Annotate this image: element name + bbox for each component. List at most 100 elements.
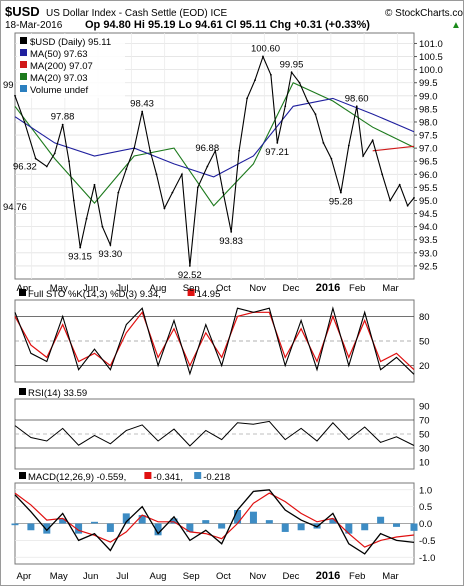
price-annotation: 92.52 bbox=[178, 270, 202, 281]
stochastics-legend-entry: Full STO %K(14,3) %D(3) 9.34, bbox=[28, 289, 161, 300]
ma50-line bbox=[14, 97, 415, 178]
macd-x-tick-label: Dec bbox=[283, 571, 300, 582]
rsi-y-tick-label: 90 bbox=[419, 402, 430, 413]
macd-x-tick-label: Oct bbox=[216, 571, 231, 582]
price-y-tick-label: 93.0 bbox=[419, 248, 438, 259]
price-annotation: 98.60 bbox=[345, 93, 369, 104]
price-legend-swatch bbox=[20, 37, 27, 44]
macd-histogram-bar bbox=[297, 523, 305, 531]
rsi-y-tick-label: 10 bbox=[419, 458, 430, 469]
price-point bbox=[322, 142, 325, 144]
price-annotation: 100.60 bbox=[251, 44, 280, 55]
price-point bbox=[214, 149, 217, 152]
macd-panel: 1.0 0.5 0.0 -0.5 -1.0 MACD(12,26,9) -0.559, -0… bbox=[11, 472, 435, 565]
stochastics-y-tick-label: 50 bbox=[419, 337, 430, 348]
price-point bbox=[398, 183, 401, 186]
price-point bbox=[276, 142, 279, 144]
price-x-tick-label: Nov bbox=[249, 283, 266, 294]
price-point bbox=[155, 173, 158, 176]
chart-date: 18-Mar-2016 bbox=[5, 20, 63, 31]
price-y-tick-label: 94.5 bbox=[419, 209, 438, 220]
price-y-tick-label: 100.5 bbox=[419, 52, 443, 63]
macd-y-tick-label: -1.0 bbox=[419, 553, 435, 564]
macd-histogram-bar bbox=[106, 523, 114, 532]
stochastics-y-tick-label: 80 bbox=[419, 312, 430, 323]
price-point bbox=[246, 97, 248, 100]
price-y-tick-label: 98.0 bbox=[419, 117, 438, 128]
macd-x-tick-label: Aug bbox=[150, 571, 167, 582]
price-point bbox=[85, 217, 88, 220]
price-point bbox=[371, 139, 374, 142]
price-annotation: 93.83 bbox=[219, 236, 243, 247]
price-annotation: 98.43 bbox=[130, 99, 154, 110]
price-y-tick-label: 92.5 bbox=[419, 261, 438, 272]
price-annotation: 97.88 bbox=[51, 112, 75, 123]
price-point bbox=[109, 244, 112, 246]
price-point bbox=[406, 204, 409, 207]
price-point bbox=[314, 113, 317, 116]
price-point bbox=[381, 173, 384, 176]
price-legend-entry: MA(20) 97.03 bbox=[30, 73, 88, 84]
price-y-tick-label: 101.0 bbox=[419, 39, 443, 50]
chart-title: $USD bbox=[5, 4, 40, 19]
macd-histogram-bar bbox=[361, 523, 369, 531]
price-y-tick-label: 93.5 bbox=[419, 235, 438, 246]
price-y-tick-label: 94.0 bbox=[419, 222, 438, 233]
macd-legend-entry: -0.341, bbox=[153, 472, 183, 483]
macd-x-tick-label: Mar bbox=[382, 571, 398, 582]
rsi-y-tick-label: 50 bbox=[419, 430, 430, 441]
x-axis: Apr Apr May May Jun Jun Jul Jul Aug Aug Sep Sep Oct O… bbox=[17, 282, 399, 582]
macd-histogram-bar bbox=[234, 510, 242, 524]
price-point bbox=[72, 199, 75, 202]
macd-histogram-bar bbox=[122, 513, 130, 524]
price-point bbox=[125, 168, 128, 170]
rsi-y-tick-label: 70 bbox=[419, 416, 430, 427]
macd-histogram-bar bbox=[345, 523, 353, 534]
price-annotation: 93.30 bbox=[98, 249, 122, 260]
macd-x-tick-label: Sep bbox=[183, 571, 200, 582]
price-legend-entry: MA(200) 97.07 bbox=[30, 61, 93, 72]
price-y-tick-label: 96.5 bbox=[419, 157, 438, 168]
rsi-line bbox=[14, 420, 415, 447]
rsi-legend-swatch bbox=[19, 388, 26, 395]
stochastics-panel: 80 50 20 Full STO %K(14,3) %D(3) 9.34, 14.95 bbox=[14, 289, 430, 383]
ma200-line bbox=[372, 145, 415, 152]
price-point bbox=[163, 207, 166, 210]
price-annotation: 99.95 bbox=[280, 59, 304, 70]
macd-y-tick-label: 0.5 bbox=[419, 502, 432, 513]
stochastics-y-tick-label: 20 bbox=[419, 361, 430, 372]
price-point bbox=[53, 152, 56, 155]
price-y-tick-label: 95.0 bbox=[419, 196, 438, 207]
price-x-tick-label: Dec bbox=[283, 283, 300, 294]
price-point bbox=[93, 183, 96, 186]
price-point bbox=[206, 165, 209, 168]
macd-legend-entry: MACD(12,26,9) -0.559, bbox=[28, 472, 126, 483]
macd-histogram-bar bbox=[186, 523, 194, 532]
price-point bbox=[254, 79, 256, 82]
price-point bbox=[149, 149, 152, 152]
price-point bbox=[181, 173, 183, 176]
price-x-tick-label: 2016 bbox=[316, 282, 340, 294]
price-point bbox=[413, 196, 415, 199]
price-panel: 101.0 100.5 100.0 99.5 99.0 98.5 98.0 97.5 97.0 9… bbox=[3, 32, 443, 281]
macd-y-tick-label: 0.0 bbox=[419, 519, 432, 530]
price-y-tick-label: 99.0 bbox=[419, 91, 438, 102]
price-y-tick-label: 95.5 bbox=[419, 183, 438, 194]
macd-histogram-bar bbox=[43, 523, 51, 534]
price-point bbox=[188, 265, 191, 267]
macd-legend-swatch bbox=[19, 472, 26, 479]
macd-histogram-bar bbox=[218, 523, 226, 529]
macd-line bbox=[14, 489, 415, 555]
price-point bbox=[222, 191, 225, 194]
macd-x-tick-label: Nov bbox=[249, 571, 266, 582]
macd-legend-swatch bbox=[194, 472, 202, 479]
price-y-tick-label: 99.5 bbox=[419, 78, 438, 89]
price-annotation: 95.28 bbox=[329, 197, 353, 208]
price-annotation: 94.76 bbox=[3, 202, 27, 213]
price-legend-swatch bbox=[20, 85, 27, 92]
chart-description: US Dollar Index - Cash Settle (EOD) ICE bbox=[46, 8, 227, 19]
price-point bbox=[23, 121, 26, 123]
price-y-tick-label: 100.0 bbox=[419, 65, 443, 76]
price-left-label: 99 bbox=[3, 80, 14, 91]
price-x-tick-label: Sep bbox=[183, 283, 200, 294]
